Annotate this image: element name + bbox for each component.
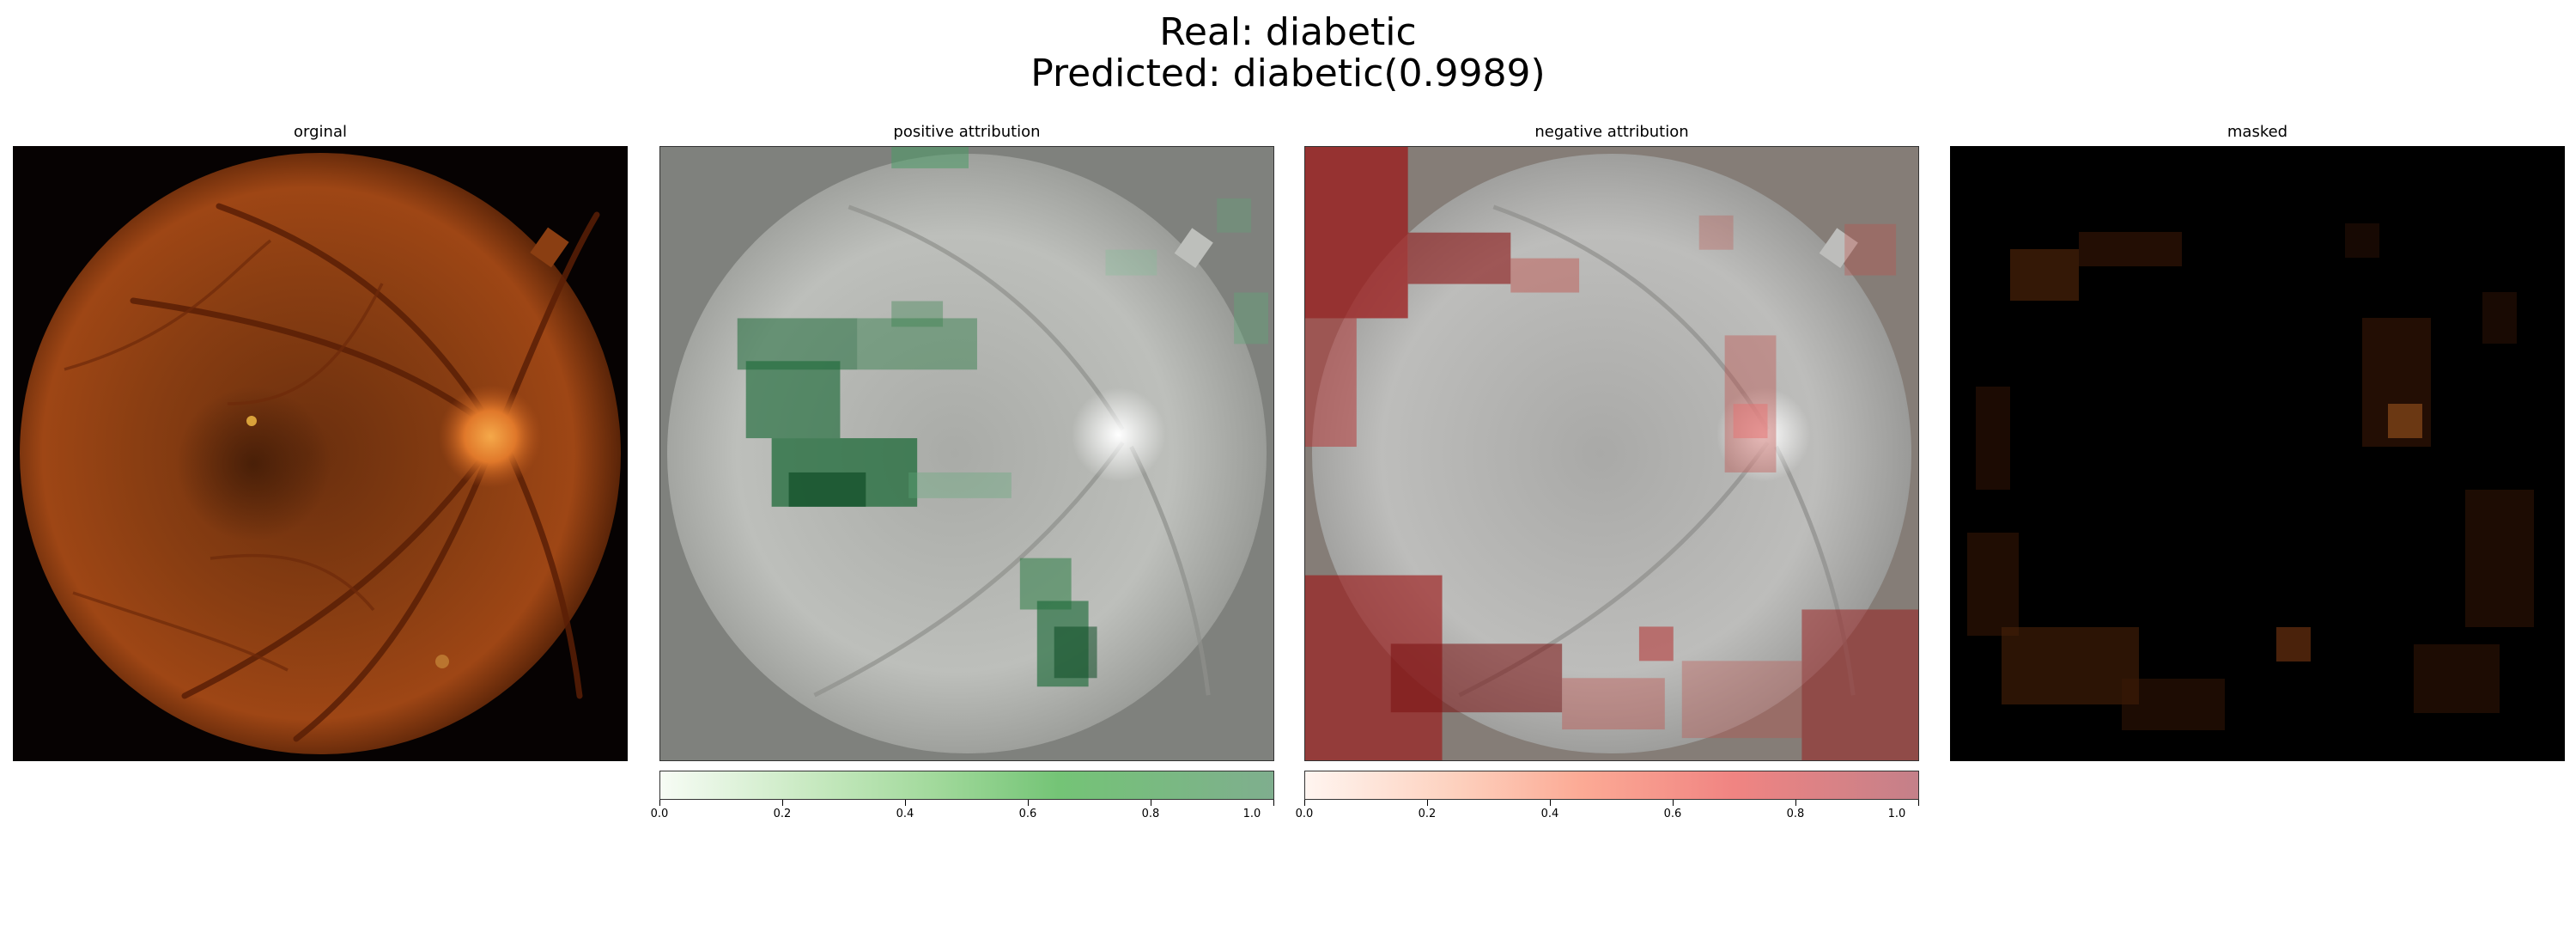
original-panel-title: orginal (294, 123, 347, 141)
tick-label: 0.6 (1663, 808, 1682, 820)
negative-attribution-title: negative attribution (1534, 123, 1689, 141)
tick-label: 1.0 (1242, 808, 1261, 820)
tick-label: 0.8 (1141, 808, 1160, 820)
tick-label: 0.4 (1540, 808, 1559, 820)
tick-mark (1273, 800, 1274, 806)
tick-mark (1028, 800, 1029, 806)
negative-attribution-map (1304, 146, 1919, 761)
negative-colorbar (1304, 771, 1919, 800)
tick-label: 0.2 (1418, 808, 1437, 820)
masked-graphic (1967, 223, 2534, 730)
tick-mark (1304, 800, 1305, 806)
negative-attribution-blobs (1305, 147, 1918, 760)
tick-mark (905, 800, 906, 806)
positive-attribution-blobs (737, 147, 1269, 687)
positive-colorbar (659, 771, 1274, 800)
original-fundus-image (13, 146, 628, 761)
positive-attribution-graphic (666, 147, 1269, 754)
title-real: Real: diabetic (1159, 10, 1417, 54)
tick-mark (1795, 800, 1796, 806)
figure-title: Real: diabetic Predicted: diabetic(0.998… (0, 12, 2576, 94)
tick-label: 0.8 (1786, 808, 1805, 820)
tick-label: 0.2 (773, 808, 792, 820)
negative-attribution-graphic (1305, 147, 1918, 760)
tick-label: 0.0 (650, 808, 669, 820)
tick-mark (1550, 800, 1551, 806)
original-fundus-graphic (20, 153, 621, 754)
tick-mark (782, 800, 783, 806)
title-predicted: Predicted: diabetic(0.9989) (1030, 52, 1546, 95)
tick-label: 0.4 (896, 808, 914, 820)
tick-mark (1427, 800, 1428, 806)
tick-label: 1.0 (1887, 808, 1906, 820)
tick-mark (1918, 800, 1919, 806)
masked-panel-title: masked (2227, 123, 2288, 141)
positive-attribution-map (659, 146, 1274, 761)
tick-mark (659, 800, 660, 806)
positive-colorbar-ticks: 0.0 0.2 0.4 0.6 0.8 1.0 (651, 800, 1274, 826)
negative-colorbar-ticks: 0.0 0.2 0.4 0.6 0.8 1.0 (1296, 800, 1919, 826)
positive-attribution-title: positive attribution (893, 123, 1041, 141)
masked-image (1950, 146, 2565, 761)
tick-label: 0.6 (1018, 808, 1037, 820)
tick-mark (1673, 800, 1674, 806)
tick-label: 0.0 (1295, 808, 1314, 820)
masked-visible-regions (1967, 223, 2534, 730)
